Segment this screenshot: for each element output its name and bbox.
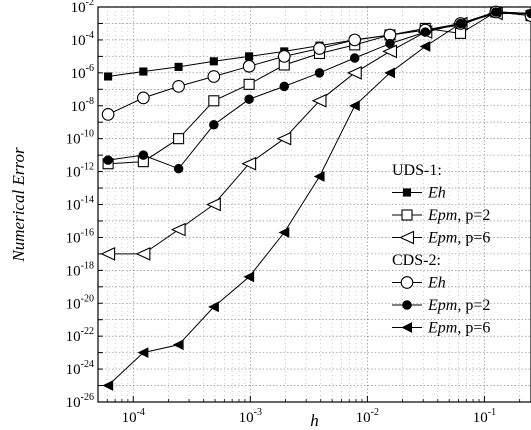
legend-item-cds-2-epm-p-6: Epm, p=6	[392, 320, 490, 337]
legend-group-title: CDS-2:	[392, 252, 441, 269]
legend-marker	[401, 209, 413, 221]
legend: UDS-1: Eh Epm, p=2 Epm, p=6 CDS-2: Eh Epm, p=2…	[392, 162, 490, 337]
data-point	[279, 81, 289, 92]
legend-item-cds-2-epm-p-2: Epm, p=2	[392, 297, 490, 314]
data-point	[135, 247, 151, 261]
data-point	[278, 227, 290, 238]
series-line	[108, 11, 531, 170]
data-point	[174, 62, 183, 71]
axis-ticks: 10-26 10-24 10-22 10-20 10-18 10-16 10-14 10-12…	[66, 0, 521, 426]
y-tick-label: 10-22	[66, 326, 94, 345]
data-point	[139, 67, 148, 76]
data-point	[206, 197, 221, 212]
data-point	[241, 156, 257, 171]
y-tick-label: 10-24	[66, 359, 94, 378]
data-point	[419, 41, 431, 52]
legend-item-uds-1-eh: Eh	[392, 185, 446, 202]
data-point	[208, 301, 219, 313]
data-point	[382, 44, 398, 59]
data-point	[103, 155, 113, 165]
data-point	[209, 57, 218, 66]
data-point	[101, 108, 115, 121]
legend-label: Eh	[427, 275, 446, 292]
legend-item-uds-1-epm-p-2: Epm, p=2	[392, 207, 490, 224]
y-tick-label: 10-6	[71, 63, 94, 82]
data-point	[243, 271, 255, 283]
series-line	[108, 11, 531, 165]
data-point	[138, 150, 149, 160]
legend-item-uds-1-epm-p-6: Epm, p=6	[392, 230, 490, 247]
grid-lines	[98, 7, 531, 402]
data-point	[242, 59, 256, 73]
data-point	[313, 171, 325, 182]
y-tick-label: 10-20	[66, 293, 94, 312]
data-point	[100, 247, 116, 261]
y-axis-label: Numerical Error	[9, 147, 28, 263]
data-point	[348, 33, 362, 47]
y-tick-label: 10-26	[66, 392, 94, 411]
data-point	[208, 95, 220, 107]
legend-label: Epm, p=6	[427, 320, 490, 337]
data-point	[311, 93, 327, 108]
data-point	[137, 347, 149, 359]
data-point	[173, 163, 184, 174]
data-point	[173, 133, 185, 145]
legend-marker	[399, 230, 415, 245]
data-point	[454, 18, 466, 29]
data-point	[104, 72, 113, 81]
data-point	[244, 94, 254, 104]
legend-group-title: UDS-1:	[392, 162, 442, 179]
data-point	[385, 38, 395, 49]
legend-label: Eh	[427, 185, 446, 202]
y-tick-label: 10-2	[71, 0, 94, 16]
data-point	[172, 339, 184, 351]
legend-marker	[402, 300, 412, 310]
data-point	[243, 78, 255, 90]
data-point	[384, 67, 396, 79]
data-point	[207, 70, 221, 83]
x-tick-label: 10-2	[356, 407, 379, 426]
data-point	[346, 65, 362, 80]
data-point	[490, 6, 501, 18]
data-point	[102, 380, 114, 391]
data-point	[277, 50, 291, 63]
series-layer	[100, 5, 531, 391]
data-point	[454, 27, 467, 39]
y-tick-label: 10-4	[71, 30, 94, 49]
x-axis-label: h	[310, 411, 319, 430]
data-point	[525, 10, 531, 17]
data-point	[136, 91, 150, 105]
data-point	[209, 120, 219, 130]
series-cds-2-epm-p-6	[102, 6, 531, 391]
y-tick-label: 10-10	[66, 129, 94, 148]
y-tick-label: 10-18	[66, 260, 94, 279]
legend-item-cds-2-eh: Eh	[392, 275, 446, 292]
data-point	[170, 222, 186, 237]
series-uds-1-epm-p-2	[102, 6, 531, 170]
legend-label: Epm, p=2	[427, 207, 490, 224]
y-tick-label: 10-8	[71, 96, 94, 115]
data-point	[276, 131, 292, 146]
legend-label: Epm, p=2	[427, 297, 490, 314]
data-point	[313, 42, 326, 55]
x-tick-label: 10-3	[239, 407, 262, 426]
data-point	[349, 53, 360, 63]
legend-marker	[401, 322, 413, 333]
legend-marker	[400, 276, 414, 289]
legend-marker	[402, 188, 412, 197]
x-tick-label: 10-4	[122, 407, 145, 426]
data-point	[245, 52, 254, 61]
x-tick-label: 10-1	[473, 407, 496, 426]
data-point	[172, 80, 185, 93]
data-point	[314, 68, 325, 78]
y-tick-label: 10-12	[66, 162, 94, 181]
y-tick-label: 10-16	[66, 227, 94, 246]
data-point	[348, 100, 360, 112]
y-tick-label: 10-14	[66, 195, 94, 214]
legend-label: Epm, p=6	[427, 230, 490, 247]
data-point	[420, 27, 431, 37]
